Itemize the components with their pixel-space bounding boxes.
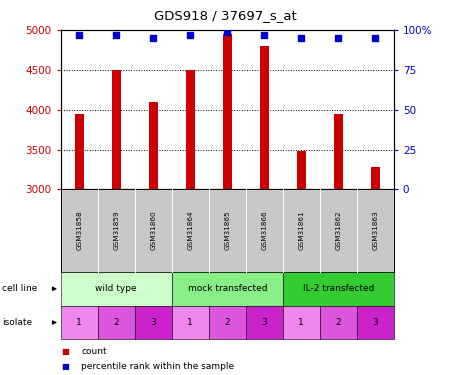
Point <box>112 32 120 38</box>
Text: 2: 2 <box>335 318 341 327</box>
Bar <box>223 34 232 189</box>
Text: 2: 2 <box>225 318 230 327</box>
Bar <box>260 46 269 189</box>
Text: GSM31863: GSM31863 <box>372 211 378 251</box>
Point <box>76 32 83 38</box>
Bar <box>185 70 195 189</box>
Text: 3: 3 <box>261 318 267 327</box>
Bar <box>333 114 343 189</box>
Bar <box>297 151 306 189</box>
Text: ■: ■ <box>61 347 68 356</box>
Text: 1: 1 <box>76 318 82 327</box>
Text: 1: 1 <box>187 318 193 327</box>
Text: percentile rank within the sample: percentile rank within the sample <box>81 362 234 371</box>
Point <box>224 28 231 34</box>
Text: count: count <box>81 347 107 356</box>
Text: IL-2 transfected: IL-2 transfected <box>302 284 374 293</box>
Text: 2: 2 <box>113 318 119 327</box>
Bar <box>75 114 84 189</box>
Text: 3: 3 <box>373 318 378 327</box>
Bar <box>148 102 158 189</box>
Point <box>372 35 379 41</box>
Text: isolate: isolate <box>2 318 32 327</box>
Text: GDS918 / 37697_s_at: GDS918 / 37697_s_at <box>153 9 297 22</box>
Text: GSM31859: GSM31859 <box>113 211 119 251</box>
Point <box>187 32 194 38</box>
Text: cell line: cell line <box>2 284 38 293</box>
Text: GSM31861: GSM31861 <box>298 211 304 251</box>
Text: GSM31860: GSM31860 <box>150 211 156 251</box>
Text: GSM31864: GSM31864 <box>187 211 193 251</box>
Point <box>150 35 157 41</box>
Point <box>297 35 305 41</box>
Text: GSM31858: GSM31858 <box>76 211 82 251</box>
Bar <box>112 70 121 189</box>
Bar <box>371 167 380 189</box>
Point <box>261 32 268 38</box>
Text: GSM31862: GSM31862 <box>335 211 341 251</box>
Text: wild type: wild type <box>95 284 137 293</box>
Text: 1: 1 <box>298 318 304 327</box>
Text: ■: ■ <box>61 362 68 371</box>
Text: 3: 3 <box>150 318 156 327</box>
Text: GSM31865: GSM31865 <box>224 211 230 251</box>
Point <box>335 35 342 41</box>
Text: GSM31866: GSM31866 <box>261 211 267 251</box>
Text: mock transfected: mock transfected <box>188 284 267 293</box>
